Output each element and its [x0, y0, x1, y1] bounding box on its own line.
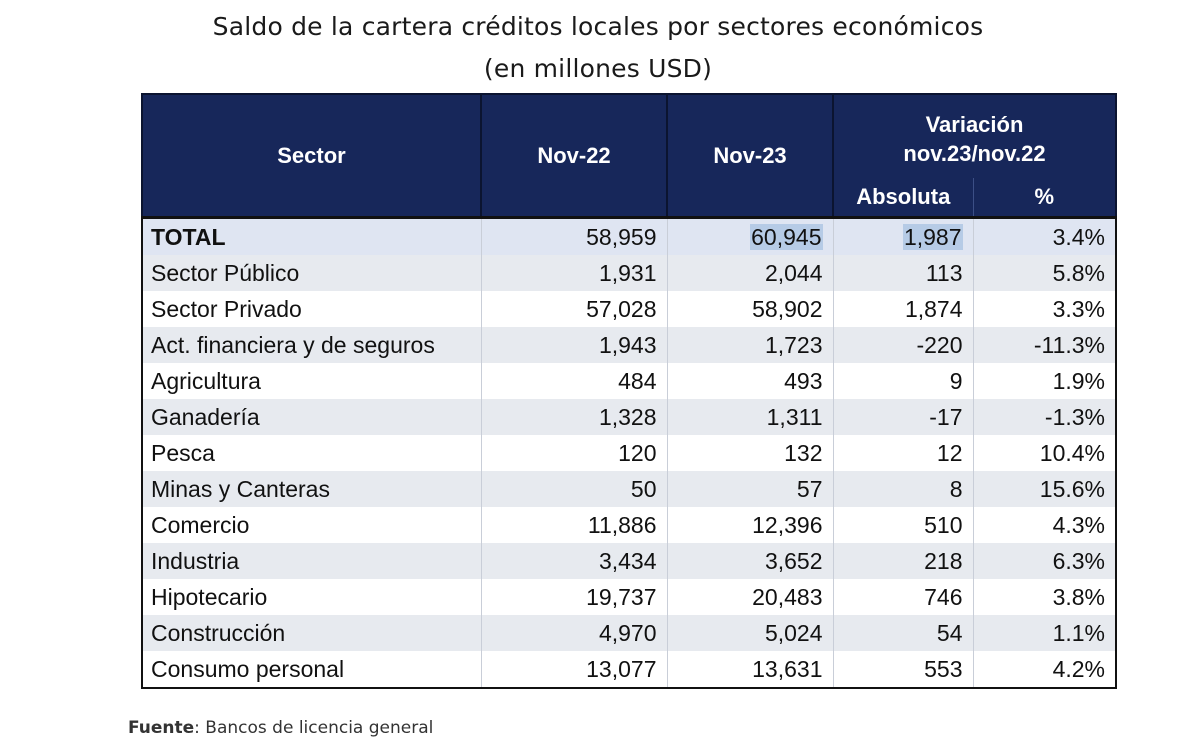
cell-nov23: 1,723 — [666, 327, 833, 363]
cell-sector: Hipotecario — [141, 579, 481, 615]
cell-absoluta: 113 — [832, 255, 973, 291]
header-sector: Sector — [141, 93, 482, 218]
cell-sector: Sector Privado — [141, 291, 481, 327]
cell-absoluta: 8 — [832, 471, 973, 507]
cell-nov23: 20,483 — [666, 579, 833, 615]
cell-nov22: 13,077 — [480, 651, 667, 689]
highlighted-value: 1,987 — [902, 223, 963, 250]
table-row: Consumo personal 13,077 13,631 553 4.2% — [141, 651, 1117, 689]
cell-nov22: 11,886 — [480, 507, 667, 543]
cell-sector: Industria — [141, 543, 481, 579]
table-row: Minas y Canteras 50 57 8 15.6% — [141, 471, 1117, 507]
table-row: Sector Público 1,931 2,044 113 5.8% — [141, 255, 1117, 291]
cell-nov22: 19,737 — [480, 579, 667, 615]
source-note: Fuente: Bancos de licencia general — [128, 718, 433, 738]
table-row: Pesca 120 132 12 10.4% — [141, 435, 1117, 471]
cell-sector: Ganadería — [141, 399, 481, 435]
table-row: Agricultura 484 493 9 1.9% — [141, 363, 1117, 399]
cell-absoluta: 1,874 — [832, 291, 973, 327]
cell-pct: 10.4% — [972, 435, 1117, 471]
header-variacion: Variación nov.23/nov.22 — [832, 93, 1117, 178]
cell-sector: Sector Público — [141, 255, 481, 291]
cell-nov23: 1,311 — [666, 399, 833, 435]
cell-nov23: 5,024 — [666, 615, 833, 651]
cell-nov23: 493 — [666, 363, 833, 399]
table-row: Ganadería 1,328 1,311 -17 -1.3% — [141, 399, 1117, 435]
cell-pct: -1.3% — [972, 399, 1117, 435]
table-row: Act. financiera y de seguros 1,943 1,723 -2… — [141, 327, 1117, 363]
table-row: Comercio 11,886 12,396 510 4.3% — [141, 507, 1117, 543]
cell-sector: Agricultura — [141, 363, 481, 399]
source-text: : Bancos de licencia general — [194, 718, 434, 738]
source-label: Fuente — [128, 718, 195, 738]
table-title: Saldo de la cartera créditos locales por… — [212, 12, 984, 41]
cell-pct: 6.3% — [972, 543, 1117, 579]
cell-absoluta: 9 — [832, 363, 973, 399]
cell-pct: 5.8% — [972, 255, 1117, 291]
cell-sector: Consumo personal — [141, 651, 481, 689]
cell-nov22: 1,328 — [480, 399, 667, 435]
cell-nov23: 2,044 — [666, 255, 833, 291]
cell-sector: Act. financiera y de seguros — [141, 327, 481, 363]
cell-absoluta: 54 — [832, 615, 973, 651]
header-absoluta: Absoluta — [833, 178, 974, 218]
table-body: TOTAL 58,959 60,945 1,987 3.4% Sector Público… — [141, 216, 1117, 689]
cell-nov23: 3,652 — [666, 543, 833, 579]
cell-nov23: 132 — [666, 435, 833, 471]
cell-sector: Comercio — [141, 507, 481, 543]
cell-absoluta: -17 — [832, 399, 973, 435]
table-row-total: TOTAL 58,959 60,945 1,987 3.4% — [141, 216, 1117, 255]
cell-nov23: 13,631 — [666, 651, 833, 689]
cell-pct: 1.1% — [972, 615, 1117, 651]
table-row: Sector Privado 57,028 58,902 1,874 3.3% — [141, 291, 1117, 327]
table-row: Construcción 4,970 5,024 54 1.1% — [141, 615, 1117, 651]
cell-nov22: 50 — [480, 471, 667, 507]
cell-pct: 3.3% — [972, 291, 1117, 327]
cell-absoluta: 218 — [832, 543, 973, 579]
table-row: Industria 3,434 3,652 218 6.3% — [141, 543, 1117, 579]
cell-sector: TOTAL — [141, 216, 481, 255]
cell-nov22: 3,434 — [480, 543, 667, 579]
cell-nov22: 1,931 — [480, 255, 667, 291]
cell-pct: 3.8% — [972, 579, 1117, 615]
header-variacion-line1: Variación — [925, 111, 1024, 137]
cell-absoluta: 12 — [832, 435, 973, 471]
table-subtitle: (en millones USD) — [483, 54, 713, 83]
credit-portfolio-table: Sector Nov-22 Nov-23 Variación nov.23/no… — [141, 93, 1117, 689]
cell-sector: Construcción — [141, 615, 481, 651]
cell-nov23: 58,902 — [666, 291, 833, 327]
cell-pct: 1.9% — [972, 363, 1117, 399]
cell-nov23: 60,945 — [666, 216, 833, 255]
cell-pct: 15.6% — [972, 471, 1117, 507]
header-pct: % — [973, 178, 1116, 218]
header-nov23: Nov-23 — [666, 93, 834, 218]
header-nov22: Nov-22 — [480, 93, 668, 218]
cell-nov22: 4,970 — [480, 615, 667, 651]
cell-absoluta: 1,987 — [832, 216, 973, 255]
cell-pct: 3.4% — [972, 216, 1117, 255]
cell-absoluta: -220 — [832, 327, 973, 363]
cell-sector: Pesca — [141, 435, 481, 471]
table-row: Hipotecario 19,737 20,483 746 3.8% — [141, 579, 1117, 615]
cell-pct: 4.2% — [972, 651, 1117, 689]
header-variacion-line2: nov.23/nov.22 — [903, 140, 1046, 166]
cell-absoluta: 510 — [832, 507, 973, 543]
table-header: Sector Nov-22 Nov-23 Variación nov.23/no… — [141, 93, 1117, 218]
cell-nov22: 58,959 — [480, 216, 667, 255]
cell-nov22: 484 — [480, 363, 667, 399]
cell-pct: 4.3% — [972, 507, 1117, 543]
cell-pct: -11.3% — [972, 327, 1117, 363]
highlighted-value: 60,945 — [750, 223, 823, 250]
cell-nov23: 12,396 — [666, 507, 833, 543]
cell-nov22: 57,028 — [480, 291, 667, 327]
cell-absoluta: 553 — [832, 651, 973, 689]
cell-nov23: 57 — [666, 471, 833, 507]
cell-sector: Minas y Canteras — [141, 471, 481, 507]
cell-absoluta: 746 — [832, 579, 973, 615]
cell-nov22: 120 — [480, 435, 667, 471]
cell-nov22: 1,943 — [480, 327, 667, 363]
